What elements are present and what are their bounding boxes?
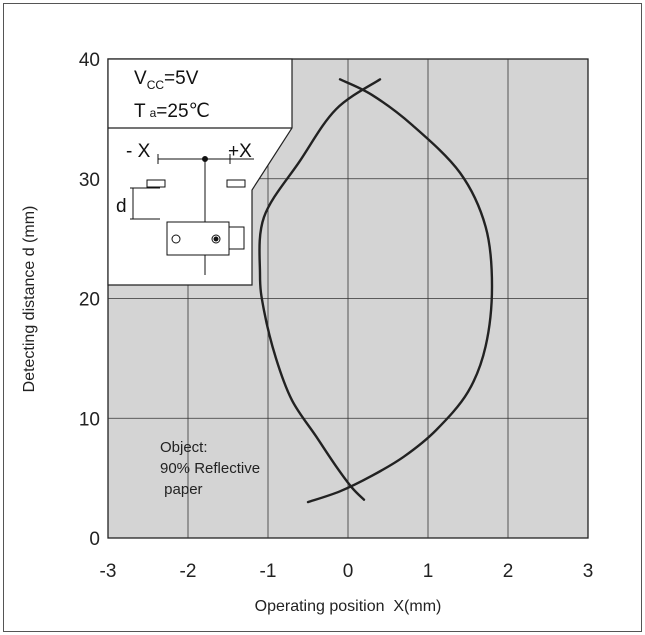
vcc-text: VCC=5V xyxy=(134,68,199,92)
annotation-line-2: 90% Reflective xyxy=(160,460,260,477)
x-tick-label: 3 xyxy=(583,561,594,582)
x-tick-label: -3 xyxy=(100,561,117,582)
annotation-line-1: Object: xyxy=(160,439,208,456)
reflector-left-icon xyxy=(146,179,166,188)
y-axis-label: Detecting distance d (mm) xyxy=(21,206,38,393)
y-tick-label: 10 xyxy=(79,409,100,430)
y-tick-label: 0 xyxy=(89,529,100,550)
inset-panel xyxy=(107,58,293,286)
series-line-1 xyxy=(258,78,382,501)
reflector-right-icon xyxy=(226,179,246,188)
annotation-line-3: paper xyxy=(160,481,203,498)
x-tick-label: -1 xyxy=(260,561,277,582)
minus-x-label: - X xyxy=(126,141,151,162)
sensor-icon xyxy=(166,221,245,256)
y-tick-label: 40 xyxy=(79,50,100,71)
d-label: d xyxy=(116,196,127,217)
y-tick-label: 20 xyxy=(79,290,100,311)
x-axis-label: Operating position X(mm) xyxy=(255,598,442,615)
position-arrows xyxy=(157,154,231,275)
object-annotation: Object: 90% Reflective paper xyxy=(160,439,260,498)
x-tick-label: 0 xyxy=(343,561,354,582)
y-tick-label: 30 xyxy=(79,170,100,191)
series-layer xyxy=(258,78,494,504)
distance-dimension xyxy=(130,187,160,220)
plus-x-label: +X xyxy=(228,141,252,162)
x-tick-label: 1 xyxy=(423,561,434,582)
x-tick-label: 2 xyxy=(503,561,514,582)
series-line-2 xyxy=(306,78,494,504)
x-tick-label: -2 xyxy=(180,561,197,582)
